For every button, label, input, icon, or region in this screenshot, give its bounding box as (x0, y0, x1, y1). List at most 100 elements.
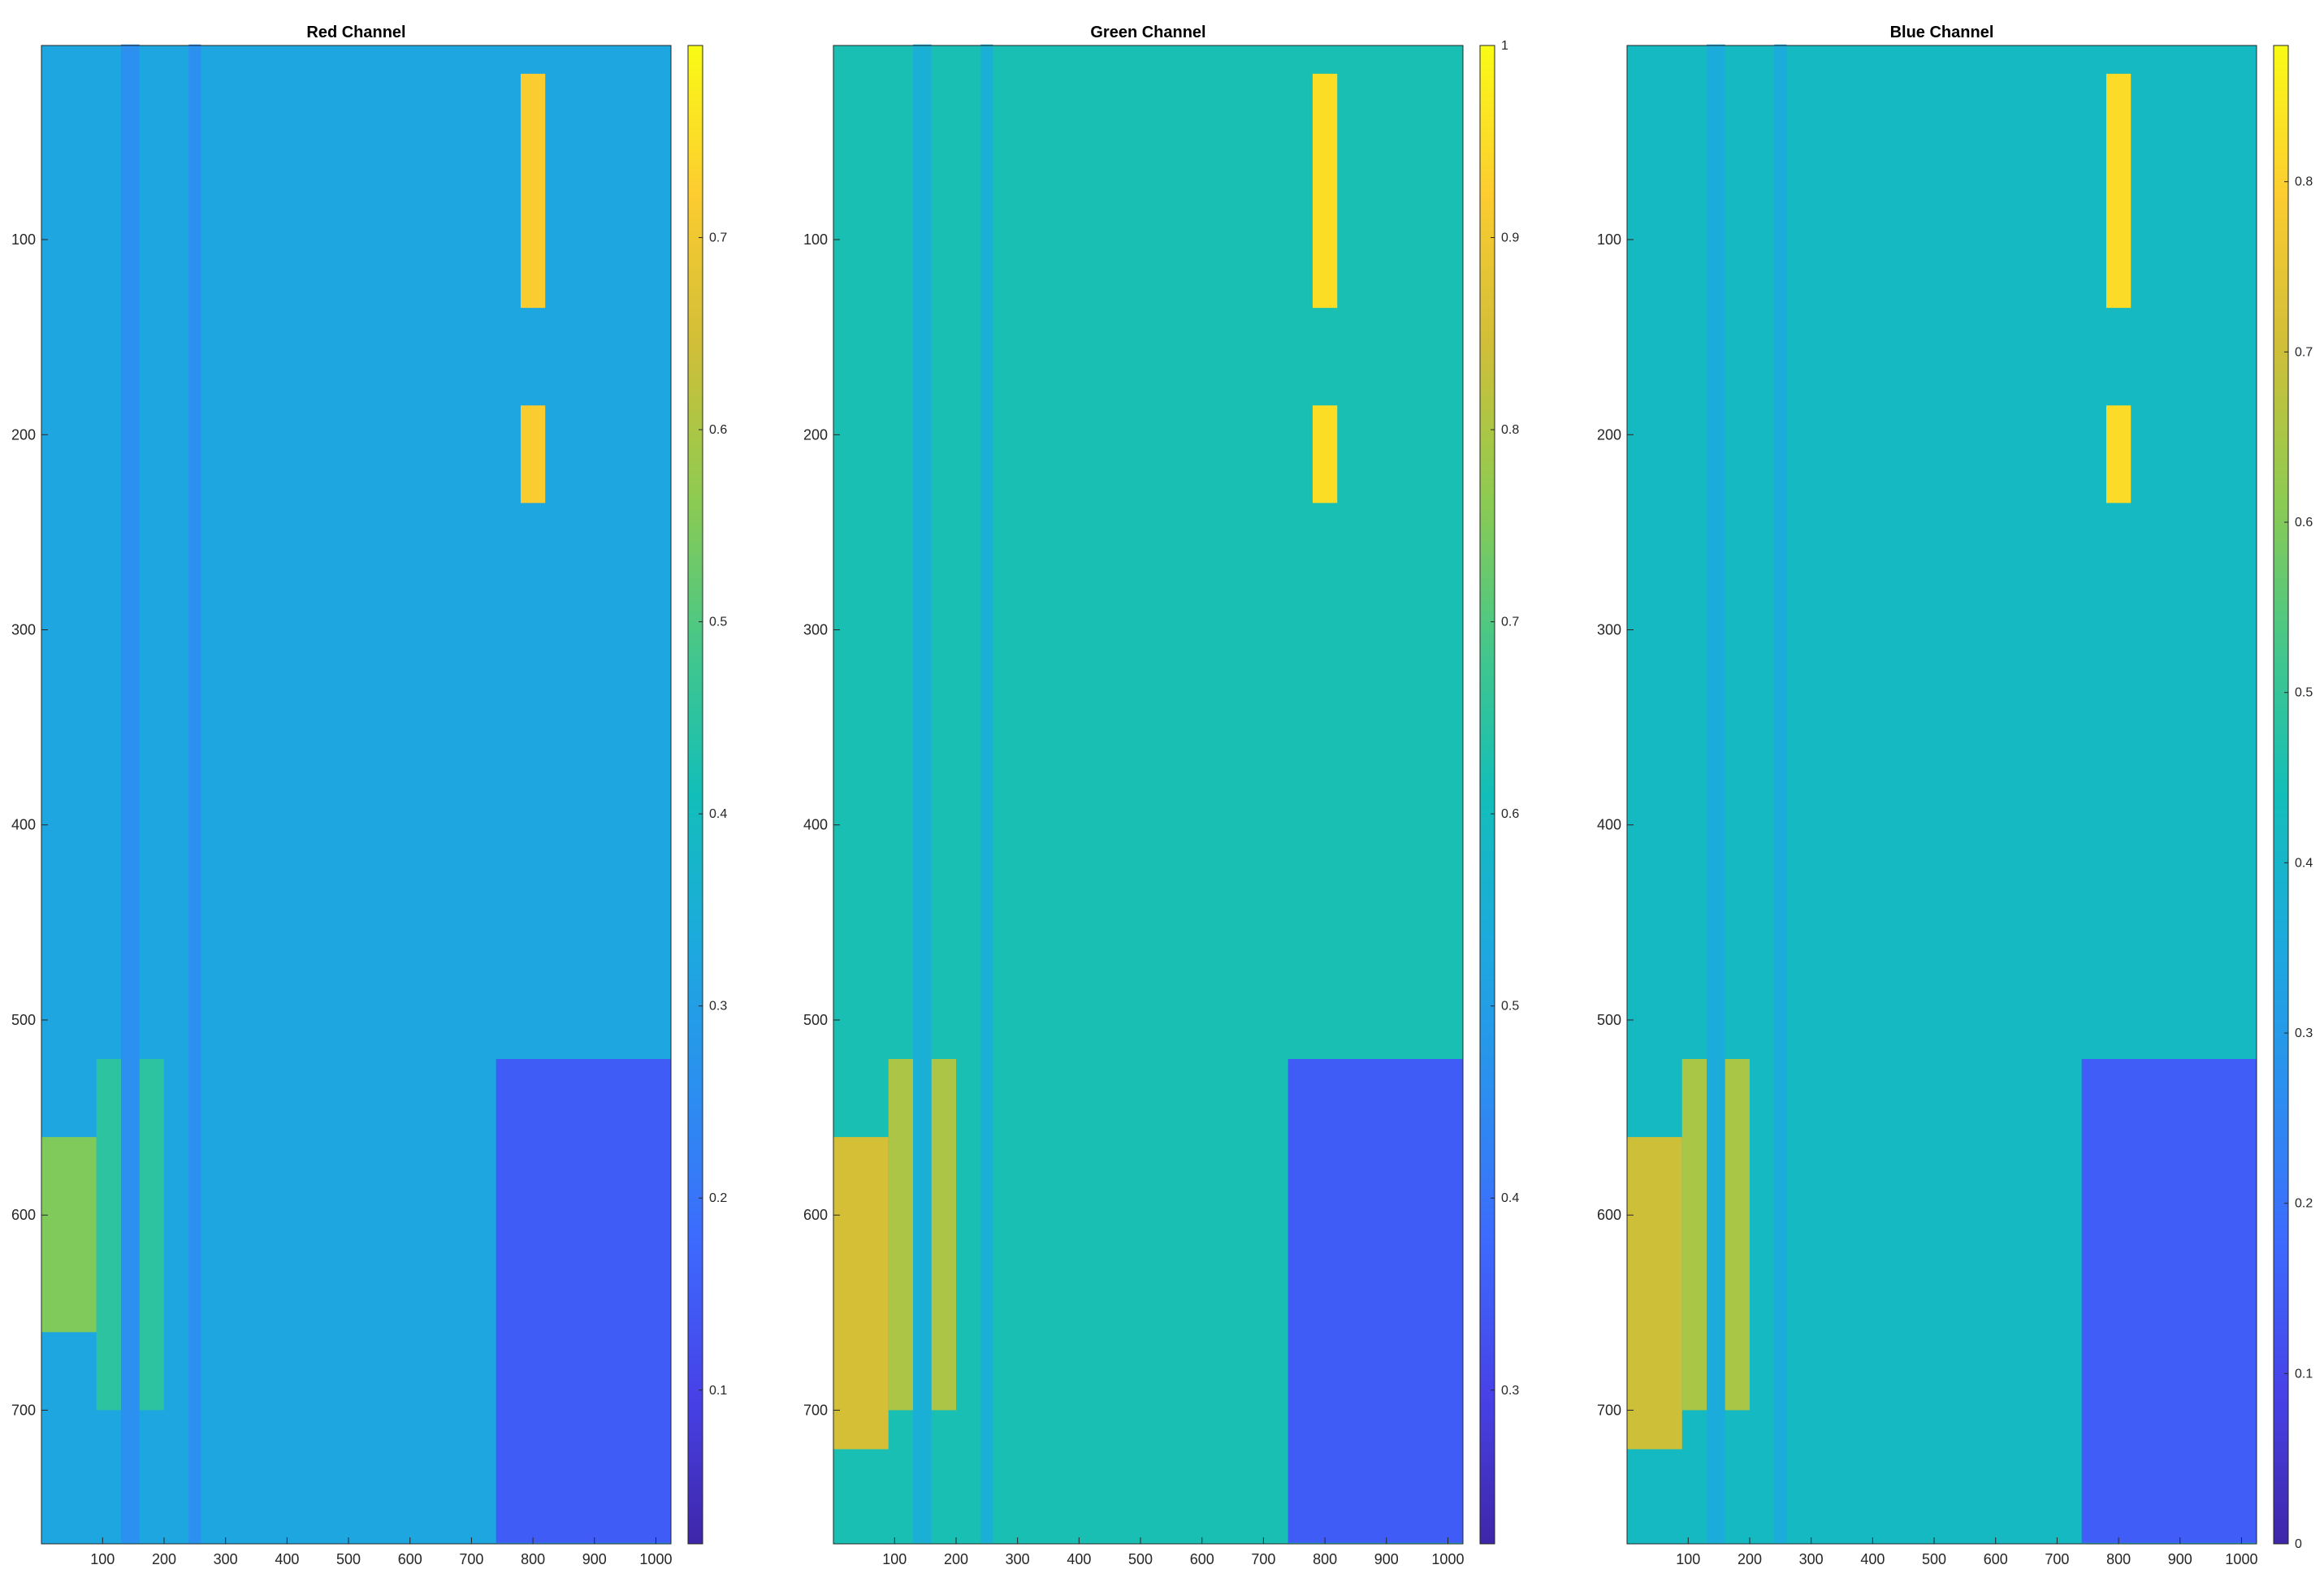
y-tick-label: 600 (803, 1207, 828, 1223)
y-tick-label: 500 (1597, 1012, 1621, 1028)
y-tick-label: 200 (803, 426, 828, 443)
image-region-2 (520, 405, 546, 504)
image-region-3 (833, 1137, 889, 1450)
colorbar-tick-label: 1 (1501, 39, 1508, 53)
colorbar-tick-label: 0.7 (709, 231, 727, 245)
x-tick-label: 1000 (2225, 1551, 2257, 1567)
colorbar-tick-label: 0.5 (1501, 1000, 1519, 1014)
image-region-5 (1288, 1059, 1463, 1543)
panel-title: Red Channel (306, 24, 405, 41)
colorbar-tick-label: 0.8 (1501, 423, 1519, 437)
colorbar-tick-label: 0.6 (1501, 807, 1519, 821)
colorbar (1479, 45, 1495, 1545)
image-region-5 (2081, 1059, 2257, 1543)
y-tick-label: 500 (11, 1012, 36, 1028)
x-tick-label: 200 (1738, 1551, 1762, 1567)
y-tick-label: 600 (11, 1207, 36, 1223)
image-region-7 (980, 44, 993, 1543)
x-tick-label: 400 (1067, 1551, 1091, 1567)
colorbar-tick-label: 0.5 (709, 616, 727, 629)
x-tick-label: 600 (398, 1551, 422, 1567)
colorbar-tick-label: 0.2 (709, 1191, 727, 1205)
image-region-1 (2105, 73, 2131, 309)
image-region-2 (2105, 405, 2131, 504)
x-tick-label: 300 (1006, 1551, 1030, 1567)
colorbar-tick-label: 0.4 (2295, 856, 2313, 870)
colorbar-tick-label: 0.7 (1501, 616, 1519, 629)
image-region-1 (520, 73, 546, 309)
channel-panel-1: Red Channel 100 200 300 400 500 600 700 800 900 10… (11, 24, 727, 1567)
image-region-6 (121, 44, 140, 1543)
y-tick-label: 400 (803, 817, 828, 833)
colorbar-tick-label: 0.5 (2295, 686, 2313, 700)
x-tick-label: 500 (1128, 1551, 1153, 1567)
image-region-7 (188, 44, 201, 1543)
colorbar (2273, 45, 2289, 1545)
colorbar-tick-label: 0.3 (2295, 1027, 2313, 1040)
y-tick-label: 400 (11, 817, 36, 833)
x-tick-label: 100 (1676, 1551, 1700, 1567)
x-tick-label: 800 (2106, 1551, 2131, 1567)
x-tick-label: 1000 (639, 1551, 672, 1567)
image-region-3 (1626, 1137, 1682, 1450)
channel-panel-3: Blue Channel 100 200 300 400 500 600 700 800 900 1… (1597, 24, 2313, 1567)
x-tick-label: 600 (1984, 1551, 2008, 1567)
image-region-1 (1312, 73, 1338, 309)
axes-box (41, 45, 672, 1545)
image-region-7 (1774, 44, 1787, 1543)
x-tick-label: 800 (521, 1551, 545, 1567)
x-tick-label: 100 (90, 1551, 115, 1567)
x-tick-label: 1000 (1431, 1551, 1464, 1567)
x-tick-label: 300 (214, 1551, 238, 1567)
y-tick-label: 300 (11, 622, 36, 638)
x-tick-label: 900 (1374, 1551, 1399, 1567)
colorbar-tick-label: 0.8 (2295, 175, 2313, 189)
axes-box (1626, 45, 2257, 1545)
colorbar-tick-label: 0.4 (1501, 1191, 1519, 1205)
x-tick-label: 400 (275, 1551, 299, 1567)
colorbar-tick-label: 0.6 (2295, 516, 2313, 529)
colorbar-tick-label: 0.2 (2295, 1197, 2313, 1211)
image-region-2 (1312, 405, 1338, 504)
x-tick-label: 400 (1860, 1551, 1885, 1567)
colorbar-tick-label: 0.3 (1501, 1384, 1519, 1398)
y-tick-label: 200 (11, 426, 36, 443)
panel-title: Blue Channel (1890, 24, 1994, 41)
x-tick-label: 200 (152, 1551, 176, 1567)
colorbar-tick-label: 0 (2295, 1537, 2302, 1551)
image-region-3 (41, 1137, 97, 1333)
y-tick-label: 100 (803, 231, 828, 248)
x-tick-label: 300 (1799, 1551, 1824, 1567)
colorbar-tick-label: 0.6 (709, 423, 727, 437)
x-tick-label: 500 (336, 1551, 361, 1567)
x-tick-label: 700 (1251, 1551, 1275, 1567)
y-tick-label: 300 (803, 622, 828, 638)
y-tick-label: 400 (1597, 817, 1621, 833)
colorbar-tick-label: 0.9 (1501, 231, 1519, 245)
colorbar-tick-label: 0.1 (709, 1384, 727, 1398)
colorbar-tick-label: 0.1 (2295, 1367, 2313, 1381)
channel-panel-2: Green Channel 100 200 300 400 500 600 700 800 900… (803, 24, 1519, 1567)
colorbar (687, 45, 703, 1545)
y-tick-label: 600 (1597, 1207, 1621, 1223)
y-tick-label: 100 (11, 231, 36, 248)
image-region-6 (913, 44, 932, 1543)
x-tick-label: 500 (1922, 1551, 1946, 1567)
image-region-6 (1707, 44, 1725, 1543)
y-tick-label: 200 (1597, 426, 1621, 443)
colorbar-tick-label: 0.7 (2295, 345, 2313, 359)
y-tick-label: 700 (1597, 1402, 1621, 1418)
y-tick-label: 700 (11, 1402, 36, 1418)
y-tick-label: 100 (1597, 231, 1621, 248)
x-tick-label: 900 (2168, 1551, 2192, 1567)
image-region-5 (496, 1059, 671, 1543)
x-tick-label: 600 (1190, 1551, 1214, 1567)
x-tick-label: 700 (459, 1551, 483, 1567)
x-tick-label: 100 (882, 1551, 907, 1567)
x-tick-label: 900 (582, 1551, 607, 1567)
colorbar-tick-label: 0.4 (709, 807, 727, 821)
x-tick-label: 200 (944, 1551, 968, 1567)
x-tick-label: 700 (2045, 1551, 2069, 1567)
axes-box (833, 45, 1464, 1545)
